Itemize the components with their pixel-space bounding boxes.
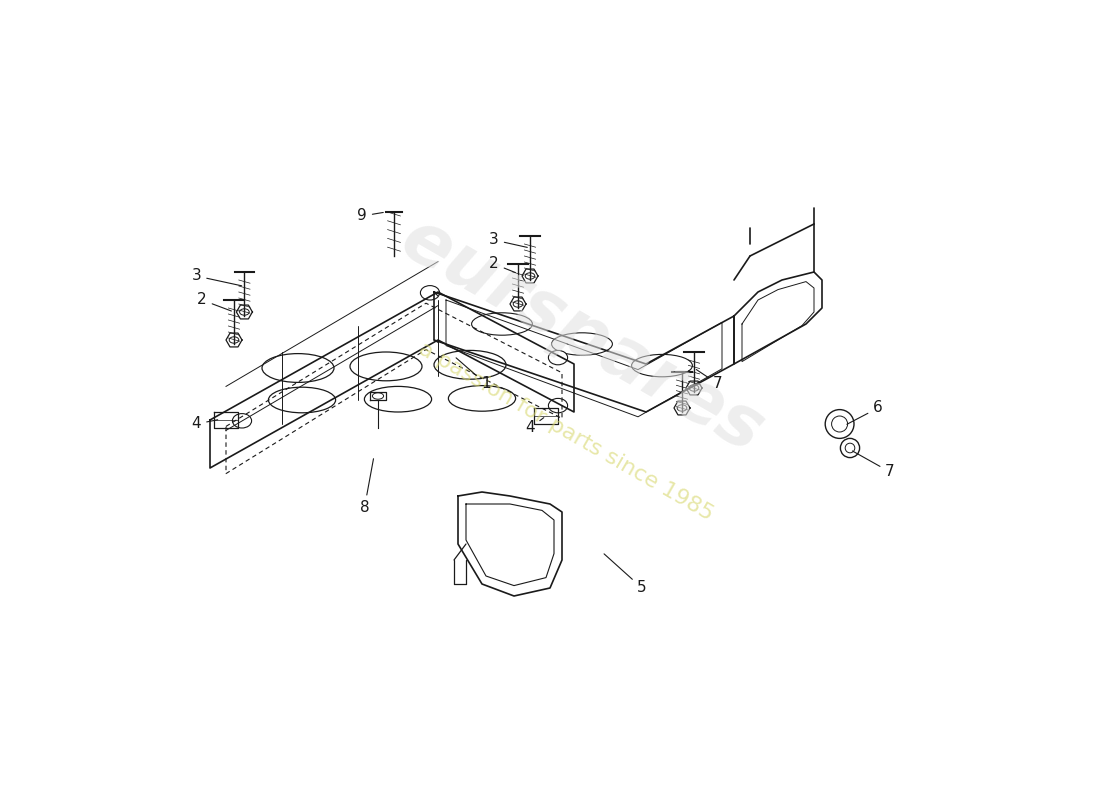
Text: a passion for parts since 1985: a passion for parts since 1985 bbox=[415, 339, 717, 525]
Ellipse shape bbox=[631, 354, 692, 377]
Ellipse shape bbox=[262, 354, 334, 382]
Ellipse shape bbox=[525, 273, 535, 279]
Text: 3: 3 bbox=[490, 233, 527, 247]
Ellipse shape bbox=[832, 416, 848, 432]
Text: 2: 2 bbox=[490, 257, 516, 273]
Ellipse shape bbox=[229, 337, 239, 343]
Ellipse shape bbox=[268, 387, 336, 413]
Ellipse shape bbox=[434, 350, 506, 379]
Text: 3: 3 bbox=[191, 269, 242, 286]
Text: 4: 4 bbox=[525, 418, 543, 435]
Text: eurspares: eurspares bbox=[388, 204, 776, 468]
Text: 4: 4 bbox=[191, 417, 218, 431]
Ellipse shape bbox=[840, 438, 859, 458]
Text: 2: 2 bbox=[197, 293, 231, 311]
Ellipse shape bbox=[825, 410, 854, 438]
Ellipse shape bbox=[551, 333, 613, 355]
Text: 7: 7 bbox=[852, 451, 894, 479]
Ellipse shape bbox=[549, 398, 568, 413]
Ellipse shape bbox=[350, 352, 422, 381]
Ellipse shape bbox=[364, 386, 431, 412]
Ellipse shape bbox=[232, 414, 252, 428]
Ellipse shape bbox=[678, 405, 686, 411]
Ellipse shape bbox=[373, 393, 384, 399]
Text: 6: 6 bbox=[847, 401, 883, 424]
Text: 8: 8 bbox=[360, 458, 374, 515]
Ellipse shape bbox=[240, 309, 250, 315]
Ellipse shape bbox=[690, 385, 698, 391]
Text: 7: 7 bbox=[696, 370, 723, 391]
Ellipse shape bbox=[449, 386, 516, 411]
Ellipse shape bbox=[420, 286, 440, 300]
Ellipse shape bbox=[845, 443, 855, 453]
Text: 5: 5 bbox=[604, 554, 647, 595]
Ellipse shape bbox=[514, 301, 522, 307]
Ellipse shape bbox=[472, 313, 532, 335]
Text: 1: 1 bbox=[456, 358, 491, 391]
Text: 9: 9 bbox=[358, 209, 383, 223]
Ellipse shape bbox=[549, 350, 568, 365]
